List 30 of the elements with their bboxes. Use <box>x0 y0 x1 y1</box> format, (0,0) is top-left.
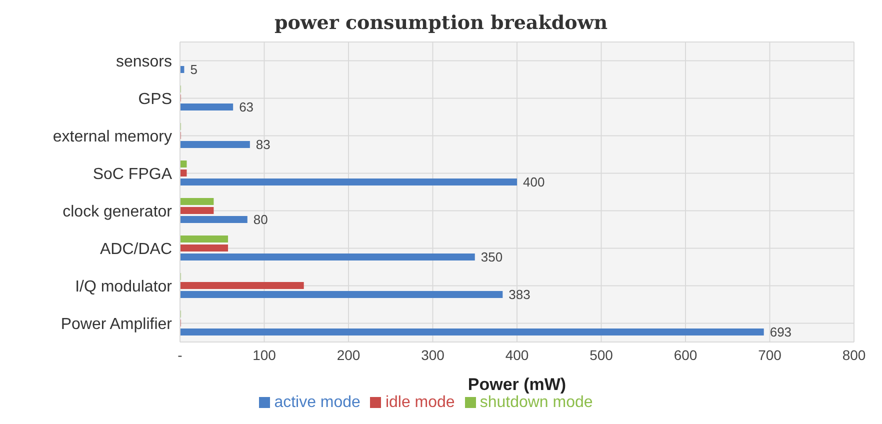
data-label: 383 <box>508 287 530 302</box>
x-tick-label: 400 <box>505 346 529 363</box>
y-tick-label: GPS <box>138 90 172 108</box>
x-axis-title: Power (mW) <box>468 375 566 394</box>
data-label: 63 <box>239 100 254 115</box>
data-label: 80 <box>253 212 268 228</box>
x-tick-label: 200 <box>336 346 360 363</box>
y-tick-label: Power Amplifier <box>60 316 173 333</box>
x-tick-label: 500 <box>590 346 614 363</box>
data-label: 350 <box>480 250 503 265</box>
data-label: 5 <box>190 62 198 78</box>
legend-label: shutdown mode <box>480 394 593 411</box>
x-tick-label: 800 <box>842 346 866 363</box>
y-tick-label: SoC FPGA <box>92 166 172 183</box>
x-tick-label: 600 <box>674 346 698 363</box>
x-tick-label: 700 <box>758 346 782 363</box>
y-tick-label: external memory <box>52 128 172 146</box>
x-tick-label: 300 <box>421 346 445 363</box>
chart-title: power consumption breakdown <box>273 11 609 36</box>
x-tick-label: 100 <box>252 346 276 363</box>
data-label: 83 <box>256 137 270 152</box>
y-tick-label: ADC/DAC <box>100 240 172 258</box>
data-label: 400 <box>523 174 545 190</box>
y-tick-label: I/Q modulator <box>75 278 173 296</box>
legend-label: active mode <box>274 394 360 411</box>
x-tick-label: - <box>178 346 183 363</box>
data-label: 693 <box>770 324 792 340</box>
y-tick-label: clock generator <box>62 203 173 220</box>
legend-label: idle mode <box>385 394 455 411</box>
y-tick-label: sensors <box>116 53 172 70</box>
